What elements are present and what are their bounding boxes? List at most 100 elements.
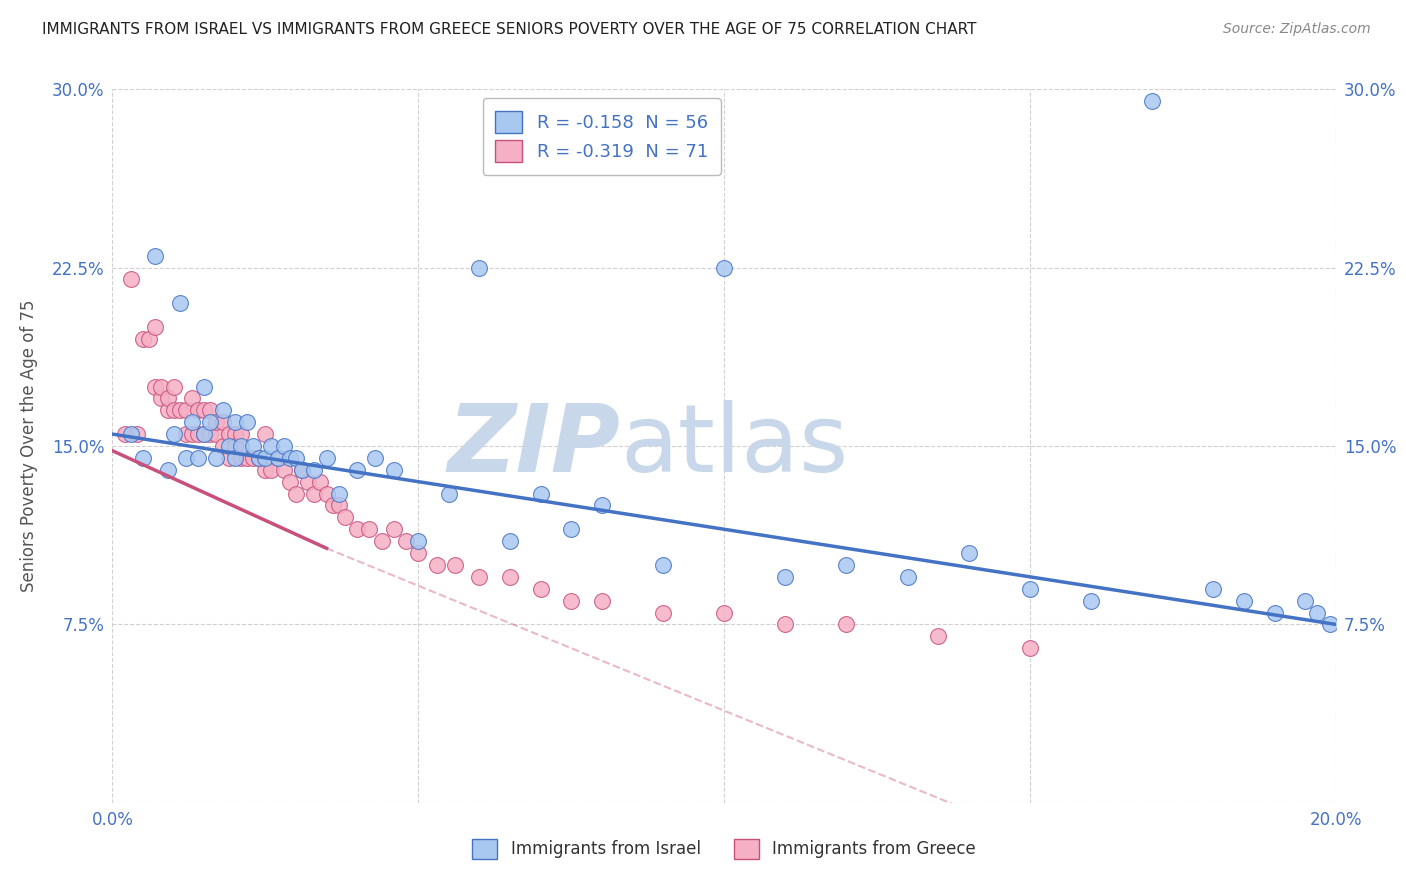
Point: [713, 260, 735, 275]
Point: [114, 427, 136, 442]
Point: [169, 403, 191, 417]
Point: [328, 486, 350, 500]
Point: [163, 379, 186, 393]
Point: [200, 427, 222, 442]
Point: [236, 415, 259, 429]
Point: [1018, 582, 1040, 596]
Point: [775, 617, 797, 632]
Point: [242, 439, 264, 453]
Point: [181, 415, 204, 429]
Point: [273, 439, 295, 453]
Point: [211, 439, 233, 453]
Point: [499, 534, 522, 549]
Point: [333, 510, 356, 524]
Point: [138, 332, 160, 346]
Point: [304, 486, 326, 500]
Point: [156, 403, 179, 417]
Point: [218, 450, 240, 465]
Point: [181, 392, 204, 406]
Point: [181, 427, 204, 442]
Point: [169, 296, 191, 310]
Point: [143, 379, 166, 393]
Point: [408, 546, 430, 560]
Point: [927, 629, 949, 643]
Point: [284, 486, 308, 500]
Point: [322, 499, 344, 513]
Point: [163, 427, 186, 442]
Point: [229, 450, 252, 465]
Point: [291, 463, 314, 477]
Point: [187, 427, 209, 442]
Legend: Immigrants from Israel, Immigrants from Greece: Immigrants from Israel, Immigrants from …: [465, 832, 983, 866]
Point: [200, 403, 222, 417]
Point: [120, 272, 142, 286]
Point: [229, 427, 252, 442]
Point: [652, 558, 675, 572]
Point: [156, 392, 179, 406]
Point: [835, 558, 858, 572]
Point: [560, 522, 582, 536]
Point: [897, 570, 920, 584]
Point: [205, 415, 228, 429]
Point: [193, 427, 215, 442]
Point: [224, 415, 246, 429]
Point: [346, 463, 368, 477]
Point: [1319, 617, 1341, 632]
Point: [163, 403, 186, 417]
Point: [291, 463, 314, 477]
Point: [560, 593, 582, 607]
Point: [205, 450, 228, 465]
Point: [200, 415, 222, 429]
Text: IMMIGRANTS FROM ISRAEL VS IMMIGRANTS FROM GREECE SENIORS POVERTY OVER THE AGE OF: IMMIGRANTS FROM ISRAEL VS IMMIGRANTS FRO…: [42, 22, 977, 37]
Point: [346, 522, 368, 536]
Point: [382, 463, 405, 477]
Point: [530, 486, 553, 500]
Text: atlas: atlas: [620, 400, 848, 492]
Point: [254, 463, 277, 477]
Point: [1202, 582, 1225, 596]
Point: [468, 260, 491, 275]
Point: [297, 475, 319, 489]
Point: [1080, 593, 1102, 607]
Point: [260, 463, 283, 477]
Point: [395, 534, 418, 549]
Point: [304, 463, 326, 477]
Point: [278, 475, 301, 489]
Point: [284, 450, 308, 465]
Point: [278, 450, 301, 465]
Point: [193, 427, 215, 442]
Point: [1306, 606, 1329, 620]
Point: [125, 427, 148, 442]
Point: [174, 403, 197, 417]
Point: [328, 499, 350, 513]
Point: [224, 427, 246, 442]
Point: [150, 379, 173, 393]
Point: [1018, 641, 1040, 656]
Point: [143, 249, 166, 263]
Point: [775, 570, 797, 584]
Point: [370, 534, 392, 549]
Point: [174, 450, 197, 465]
Point: [218, 427, 240, 442]
Point: [193, 403, 215, 417]
Point: [1233, 593, 1256, 607]
Point: [957, 546, 980, 560]
Point: [187, 450, 209, 465]
Point: [444, 558, 467, 572]
Point: [266, 450, 288, 465]
Point: [254, 450, 277, 465]
Point: [835, 617, 858, 632]
Point: [247, 450, 270, 465]
Point: [132, 332, 155, 346]
Point: [273, 463, 295, 477]
Point: [260, 439, 283, 453]
Point: [713, 606, 735, 620]
Point: [132, 450, 155, 465]
Point: [187, 403, 209, 417]
Point: [150, 392, 173, 406]
Point: [652, 606, 675, 620]
Point: [266, 450, 288, 465]
Point: [591, 499, 613, 513]
Point: [1264, 606, 1286, 620]
Point: [499, 570, 522, 584]
